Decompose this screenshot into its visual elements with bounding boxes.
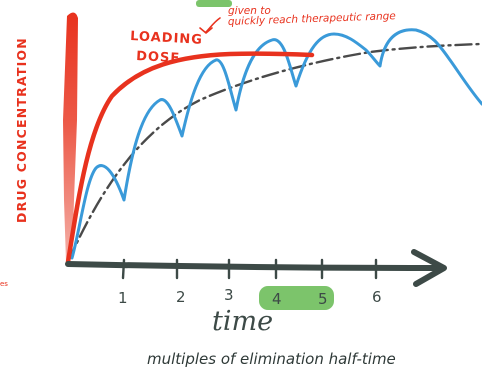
x-axis-title: time	[212, 306, 273, 337]
x-tick-labels: 1 2 3 4 5 6	[118, 286, 382, 308]
therapeutic-time-highlight	[259, 286, 334, 310]
tick-label-6: 6	[372, 288, 382, 306]
annotation-line1: given to	[228, 5, 271, 17]
loading-dose-label-line2: DOSE	[136, 49, 181, 66]
steady-state-curve	[66, 42, 482, 264]
tick-mark-1	[121, 258, 126, 280]
tick-label-4: 4	[272, 290, 282, 308]
initial-dose-bar	[63, 12, 78, 263]
x-axis	[65, 261, 443, 271]
annotation-arrowhead	[199, 27, 213, 34]
tick-label-2: 2	[176, 288, 186, 306]
tick-label-1: 1	[118, 289, 128, 307]
annotation-arrow	[205, 17, 221, 33]
x-ticks	[121, 258, 378, 280]
left-edge-fragment: es	[0, 280, 8, 288]
loading-dose-curve	[65, 51, 315, 265]
top-highlight-fragment	[196, 0, 232, 7]
tick-label-3: 3	[224, 286, 234, 304]
tick-label-5: 5	[318, 290, 328, 308]
annotation-line2: quickly reach therapeutic range	[228, 10, 396, 28]
loading-dose-label-line1: LOADING	[130, 29, 203, 48]
y-axis-label: DRUG CONCENTRATION	[14, 37, 29, 223]
repeated-dose-curve	[70, 28, 482, 260]
x-axis-subtitle: multiples of elimination half-time	[147, 350, 396, 368]
x-axis-arrowhead	[411, 249, 447, 287]
